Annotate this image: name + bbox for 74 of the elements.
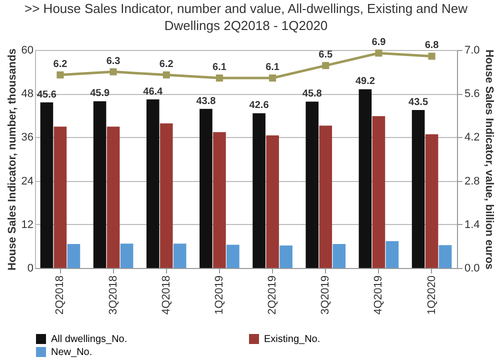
bar <box>40 102 54 268</box>
x-tick-label: 4Q2018 <box>160 276 172 315</box>
x-tick-label: 1Q2020 <box>426 276 438 315</box>
y2-tick-label: 4.2 <box>464 132 480 144</box>
bar <box>252 113 266 268</box>
point <box>428 52 436 60</box>
point <box>216 74 223 82</box>
y-tick-label: 24 <box>21 175 34 188</box>
bar <box>438 245 452 268</box>
data-label: 6.5 <box>318 50 334 61</box>
chart-title: >> House Sales Indicator, number and value, All-dwellings, Existing and New Dwellings 2Q2018 - 1Q2020 <box>24 1 468 34</box>
y2-tick-label: 7.0 <box>464 44 480 56</box>
point <box>162 71 170 78</box>
point <box>110 68 117 76</box>
y2-tick-label: 2.8 <box>464 175 480 188</box>
x-tick-label: 2Q2019 <box>266 276 279 315</box>
data-label: 43.5 <box>408 96 428 108</box>
data-label: 6.9 <box>372 37 386 48</box>
data-label: 6.2 <box>53 58 68 70</box>
bar <box>412 110 425 268</box>
bar <box>54 126 67 268</box>
bar <box>280 245 292 268</box>
point <box>375 50 382 57</box>
bar <box>106 126 120 268</box>
data-label: 6.3 <box>106 56 121 67</box>
y-axis-title: House Sales Indicator, number, thousands <box>6 48 18 270</box>
legend-label: Existing_No. <box>264 334 320 345</box>
bar <box>120 244 134 268</box>
x-tick-label: 4Q2019 <box>372 276 385 315</box>
y-tick-label: 48 <box>21 88 34 100</box>
y-tick-label: 36 <box>21 132 34 144</box>
legend-label: New_No. <box>51 347 92 358</box>
bar <box>93 101 106 268</box>
bar <box>226 244 240 268</box>
y-tick-label: 12 <box>21 218 34 231</box>
bar <box>200 108 212 268</box>
data-label: 45.6 <box>36 89 57 100</box>
bar <box>306 102 319 268</box>
bar <box>173 244 186 268</box>
y2-tick-label: 1.4 <box>464 218 480 231</box>
bar <box>386 241 399 268</box>
x-tick-label: 2Q2018 <box>54 276 66 315</box>
bar <box>425 134 438 268</box>
y2-axis-title: House Sales Indicator, value, billion euros <box>482 49 495 270</box>
data-label: 46.4 <box>143 86 164 98</box>
bar <box>319 126 332 268</box>
data-label: 45.9 <box>90 88 110 100</box>
data-label: 6.1 <box>266 62 280 74</box>
data-label: 43.8 <box>196 96 216 107</box>
bar <box>213 132 226 268</box>
x-tick-label: 3Q2019 <box>320 276 332 315</box>
data-label: 6.1 <box>212 62 227 74</box>
x-tick-label: 3Q2018 <box>107 276 120 315</box>
data-label: 6.2 <box>159 58 174 70</box>
bar <box>146 99 160 268</box>
bar <box>266 135 279 268</box>
point <box>322 62 330 70</box>
data-label: 6.8 <box>424 40 440 52</box>
data-label: 45.8 <box>302 88 322 100</box>
data-label: 49.2 <box>355 76 376 88</box>
bar <box>358 89 372 268</box>
y-tick-label: 60 <box>21 44 34 56</box>
y-tick-label: 0 <box>27 262 34 274</box>
bar <box>332 244 346 268</box>
point <box>56 71 64 78</box>
bar <box>160 123 173 268</box>
x-tick-label: 1Q2019 <box>213 276 226 315</box>
legend-label: All dwellings_No. <box>51 334 128 345</box>
y2-tick-label: 5.6 <box>464 88 480 100</box>
bar <box>372 116 386 268</box>
bar <box>67 244 80 268</box>
point <box>269 74 276 82</box>
data-label: 42.6 <box>249 100 270 112</box>
y2-tick-label: 0.0 <box>464 262 480 274</box>
